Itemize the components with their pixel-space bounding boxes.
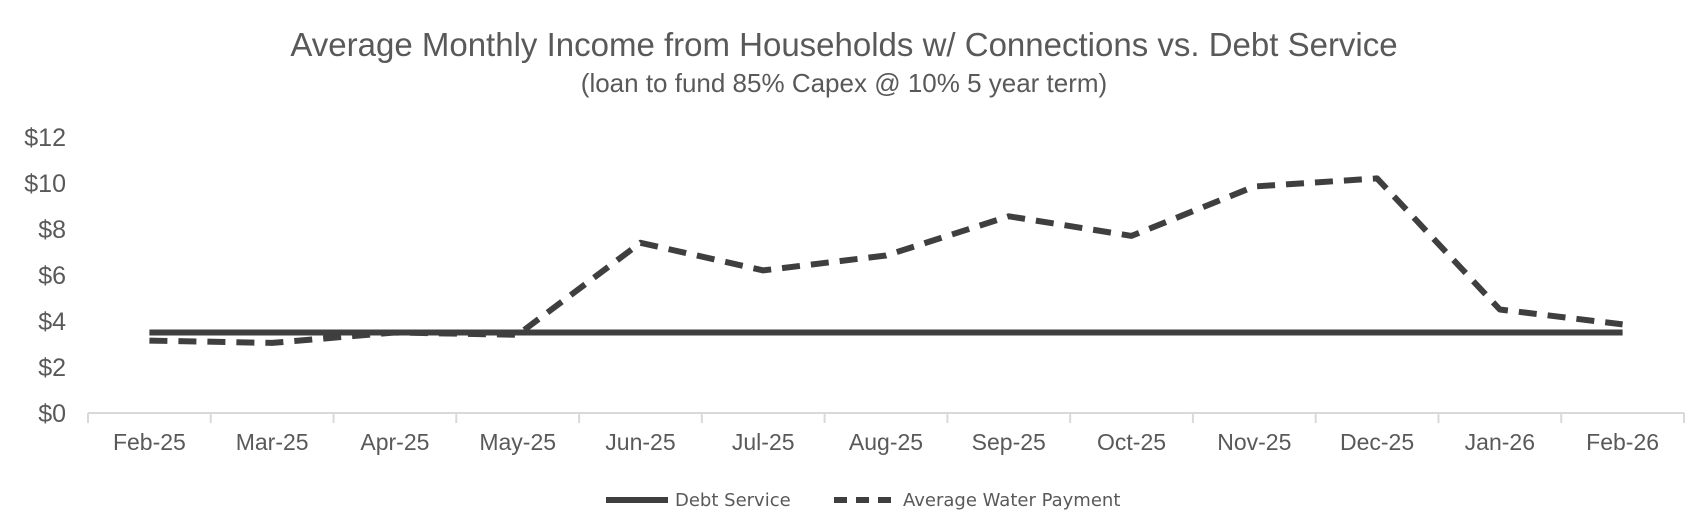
- x-tick-label: Dec-25: [1340, 429, 1414, 455]
- series-layer: [149, 175, 1623, 346]
- y-axis-ticks: $0 $2 $4 $6 $8 $10 $12: [24, 124, 66, 428]
- y-tick-label: $2: [38, 354, 66, 382]
- legend: Debt Service Average Water Payment: [606, 490, 1120, 511]
- legend-label: Debt Service: [675, 490, 791, 511]
- x-tick-label: Sep-25: [972, 429, 1046, 455]
- y-tick-label: $10: [24, 170, 66, 198]
- x-tick-label: Mar-25: [236, 429, 309, 455]
- x-tick-label: Nov-25: [1217, 429, 1291, 455]
- x-tick-label: Jan-26: [1465, 429, 1535, 455]
- chart-subtitle: (loan to fund 85% Capex @ 10% 5 year ter…: [580, 68, 1108, 98]
- x-tick-label: Feb-26: [1586, 429, 1659, 455]
- x-tick-label: May-25: [479, 429, 556, 455]
- x-tick-label: Feb-25: [113, 429, 186, 455]
- series-line-average-water-payment: [149, 175, 1623, 346]
- y-tick-label: $12: [24, 124, 66, 152]
- x-tick-label: Aug-25: [849, 429, 923, 455]
- chart-title: Average Monthly Income from Households w…: [290, 26, 1398, 63]
- y-tick-label: $8: [38, 216, 66, 244]
- x-tick-label: Jul-25: [732, 429, 795, 455]
- y-tick-label: $6: [38, 262, 66, 290]
- x-tick-label: Oct-25: [1097, 429, 1166, 455]
- y-tick-label: $4: [38, 308, 66, 336]
- legend-label: Average Water Payment: [903, 490, 1120, 511]
- x-tick-label: Apr-25: [360, 429, 429, 455]
- x-axis: Feb-25 Mar-25 Apr-25 May-25 Jun-25 Jul-25 Aug-…: [87, 412, 1685, 455]
- y-tick-label: $0: [38, 400, 66, 428]
- x-tick-label: Jun-25: [605, 429, 675, 455]
